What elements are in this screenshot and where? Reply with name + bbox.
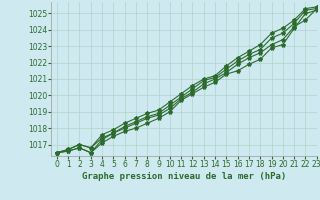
X-axis label: Graphe pression niveau de la mer (hPa): Graphe pression niveau de la mer (hPa) xyxy=(82,172,286,181)
